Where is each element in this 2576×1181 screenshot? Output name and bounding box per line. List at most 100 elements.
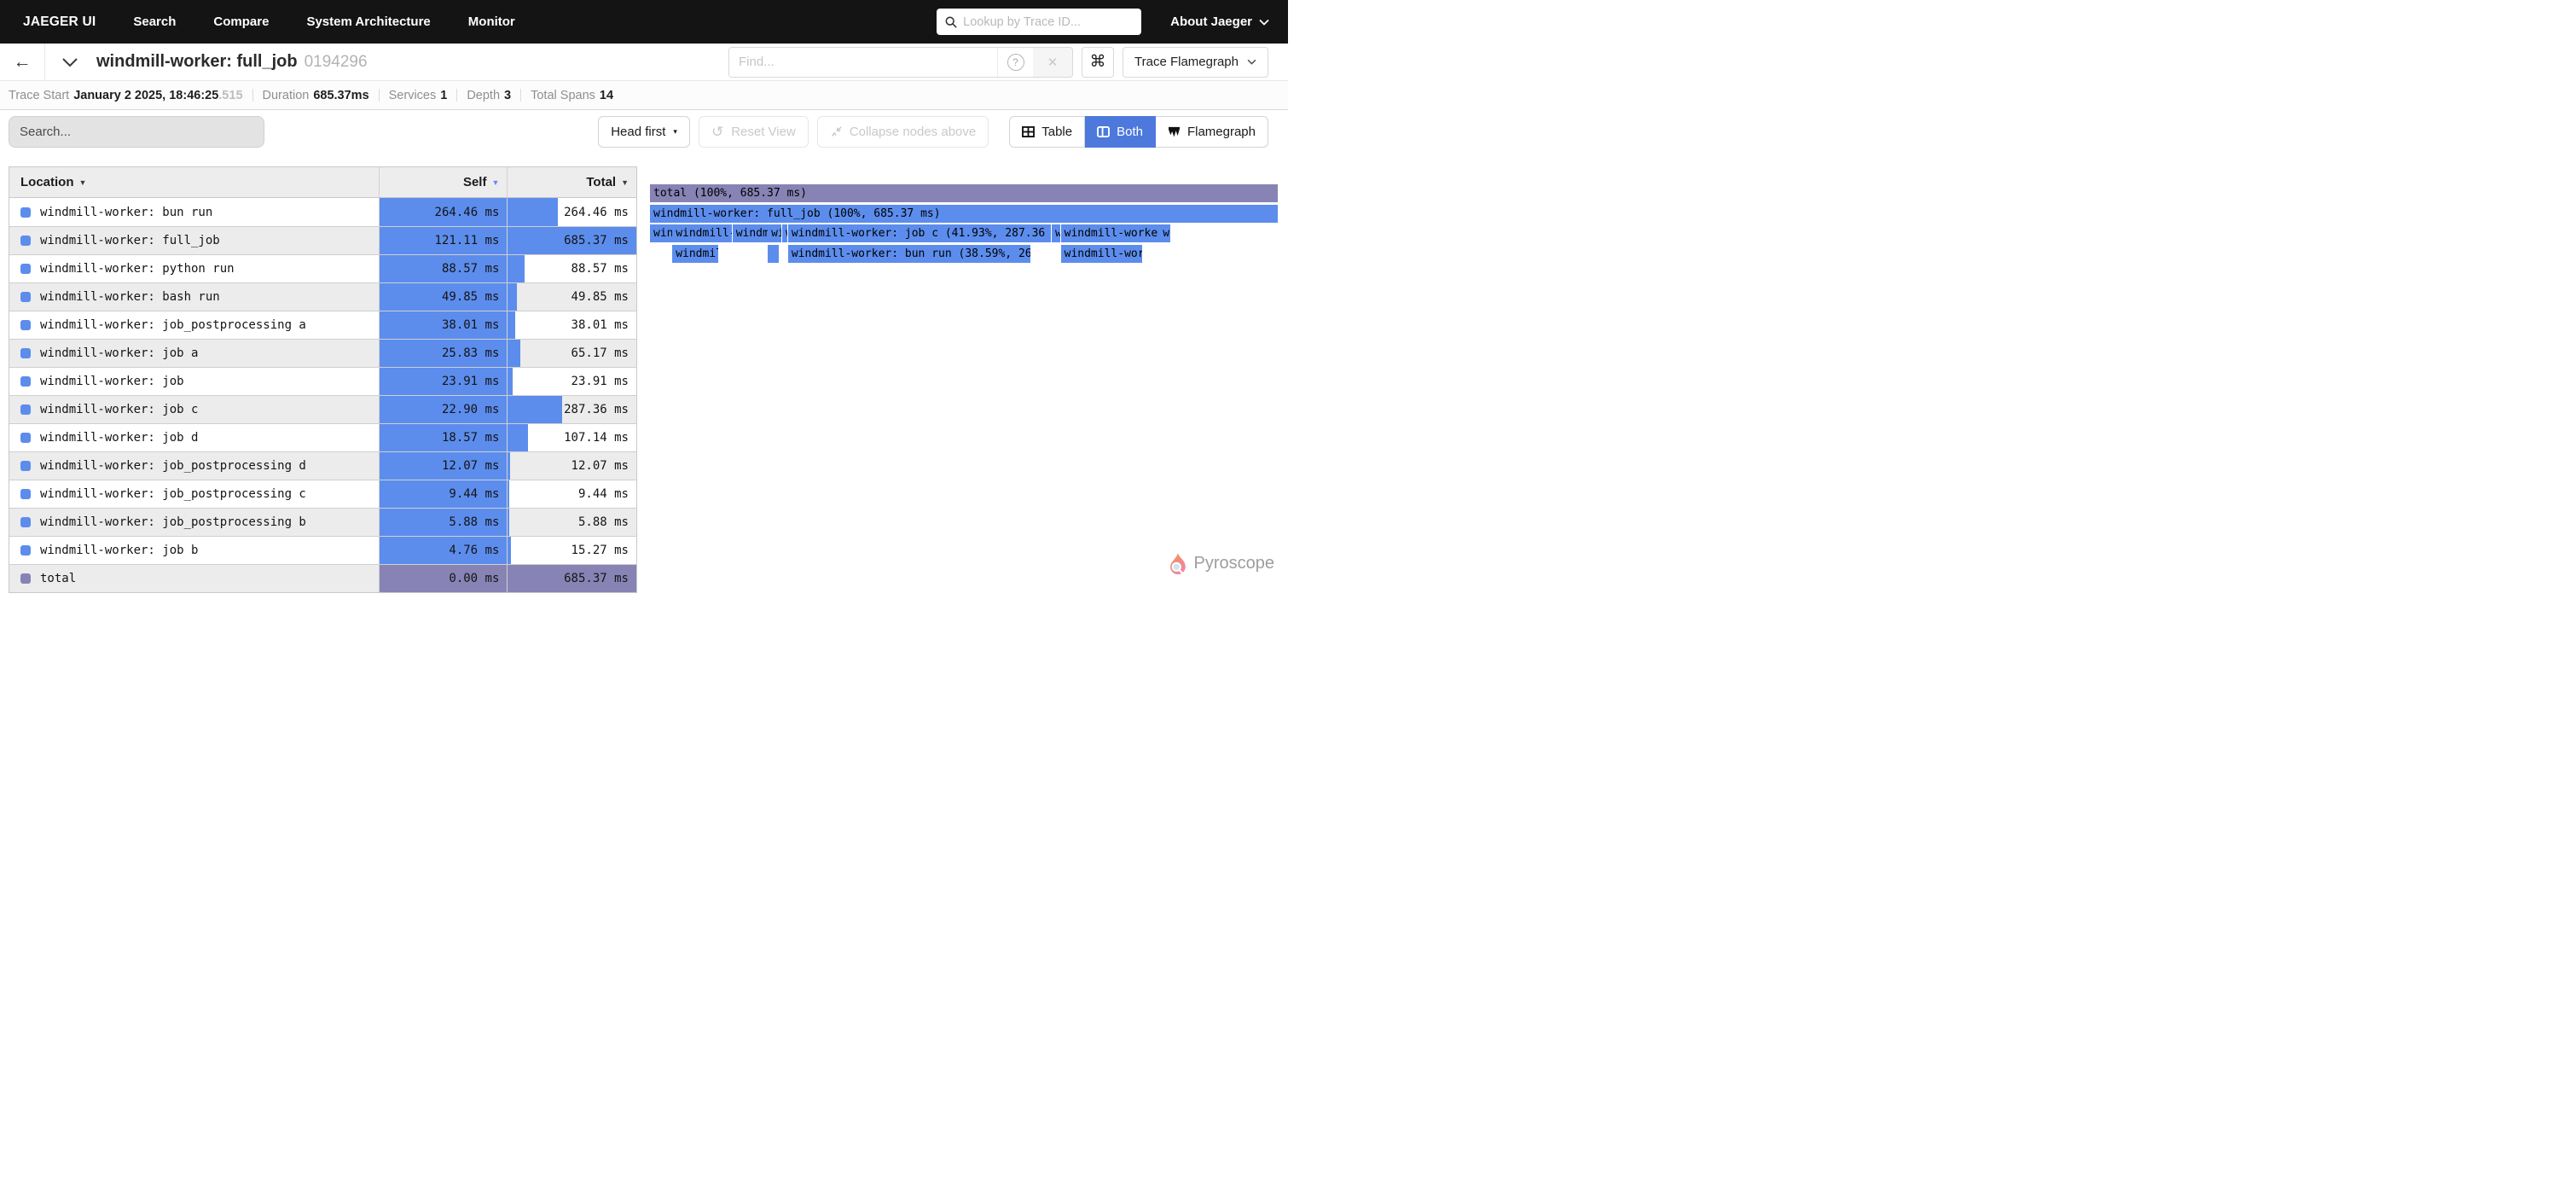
meta-value: 3 [504, 88, 512, 102]
trace-id-lookup[interactable] [937, 9, 1142, 35]
flamegraph-span-block[interactable]: windmill-worker: job_postprocessing a (5… [732, 224, 768, 242]
flamegraph-span-block[interactable]: windmill-worker: bun run (38.59%, 264.46… [787, 244, 1030, 263]
self-cell-bar [379, 396, 508, 423]
pyroscope-watermark[interactable]: Pyroscope [1166, 552, 1274, 575]
flamegraph-span-block[interactable]: total (100%, 685.37 ms) [650, 184, 1278, 202]
table-row[interactable]: total 0.00 ms 685.37 ms [9, 564, 636, 592]
legend-square-icon [20, 433, 31, 443]
table-row[interactable]: windmill-worker: job d 18.57 ms 107.14 ms [9, 423, 636, 451]
flamegraph-span-block[interactable]: windmill-worker: job b (2.23%, 15.27 ms) [768, 224, 782, 242]
nav-item-compare[interactable]: Compare [213, 15, 270, 29]
trace-collapse-chevron-icon[interactable] [61, 57, 78, 67]
self-cell: 5.88 ms [378, 509, 508, 536]
flamegraph-table: Location ▼ Self ▼ Total ▼ windmill-worke… [9, 166, 637, 593]
flamegraph-icon [1168, 126, 1181, 137]
total-cell-bar [508, 283, 518, 311]
total-cell: 38.01 ms [507, 311, 636, 339]
nav-item-search[interactable]: Search [133, 15, 177, 29]
total-cell: 15.27 ms [507, 537, 636, 564]
divider [44, 44, 45, 80]
reset-view-button[interactable]: ↺ Reset View [698, 116, 809, 148]
total-cell: 9.44 ms [507, 480, 636, 508]
divider [252, 89, 253, 102]
back-button[interactable]: ← [13, 51, 32, 72]
about-jaeger-dropdown[interactable]: About Jaeger [1170, 15, 1269, 29]
self-cell-value: 5.88 ms [449, 515, 500, 529]
flamegraph-span-block[interactable]: windmill-worker: job_postprocessing b (0… [782, 224, 788, 242]
table-row[interactable]: windmill-worker: job_postprocessing a 38.… [9, 311, 636, 339]
flamegraph-span-block[interactable] [768, 244, 780, 263]
find-clear-button[interactable]: ✕ [1033, 47, 1072, 77]
find-help-button[interactable]: ? [997, 47, 1033, 77]
view-button-label: Both [1117, 125, 1143, 139]
flamegraph-search-input[interactable] [20, 125, 253, 139]
trace-id-input[interactable] [963, 15, 1134, 29]
view-button-both[interactable]: Both [1085, 116, 1156, 148]
column-header-location[interactable]: Location ▼ [20, 175, 87, 189]
column-header-total[interactable]: Total ▼ [507, 167, 636, 197]
table-row[interactable]: windmill-worker: python run 88.57 ms 88.57… [9, 254, 636, 282]
table-row[interactable]: windmill-worker: job a 25.83 ms 65.17 ms [9, 339, 636, 367]
flamegraph-span-block[interactable]: windmill-worker: job (3.49%, 23.91 ms) [650, 224, 672, 242]
total-cell-bar [508, 311, 515, 339]
location-cell: windmill-worker: job a [9, 340, 379, 367]
divider [520, 89, 522, 102]
legend-square-icon [20, 404, 31, 415]
caret-down-icon: ▾ [673, 127, 677, 136]
flamegraph-span-block[interactable]: windmill-worker: job c (41.93%, 287.36 m… [787, 224, 1052, 242]
nav-item-monitor[interactable]: Monitor [467, 15, 515, 29]
sort-order-dropdown[interactable]: Head first ▾ [598, 116, 690, 148]
location-cell: windmill-worker: python run [9, 255, 379, 282]
table-row[interactable]: windmill-worker: job_postprocessing b 5.8… [9, 508, 636, 536]
meta-value: January 2 2025, 18:46:25 [73, 88, 219, 102]
table-row[interactable]: windmill-worker: bash run 49.85 ms 49.85 m… [9, 282, 636, 311]
flamegraph-span-block[interactable]: windmill-worker: bash run (7.27%, 49.85 … [672, 244, 718, 263]
column-header-self[interactable]: Self ▼ [378, 167, 508, 197]
table-row[interactable]: windmill-worker: job 23.91 ms 23.91 ms [9, 367, 636, 395]
view-button-table[interactable]: Table [1009, 116, 1086, 148]
location-label: windmill-worker: bun run [40, 205, 213, 219]
sort-arrow-icon: ▼ [78, 177, 87, 187]
flamegraph-span-block[interactable]: windmill-worker: job_postprocessing c (1… [1051, 224, 1061, 242]
table-body: windmill-worker: bun run 264.46 ms 264.46 … [9, 198, 636, 592]
location-label: windmill-worker: job a [40, 346, 199, 360]
flamegraph-span-block[interactable]: windmill-worker: job a (9.51%, 65.17 ms) [672, 224, 733, 242]
flamegraph-span-block[interactable]: windmill-worker: full_job (100%, 685.37 … [650, 204, 1278, 223]
table-row[interactable]: windmill-worker: job_postprocessing d 12.… [9, 451, 636, 480]
self-cell-value: 264.46 ms [434, 205, 500, 219]
self-cell-value: 12.07 ms [441, 459, 500, 473]
total-cell-value: 49.85 ms [571, 290, 629, 304]
jaeger-logo[interactable]: JAEGER UI [23, 14, 96, 29]
flamegraph-span-block[interactable]: windmill-worker: job_postprocessing d (1… [1159, 224, 1171, 242]
toolbar-actions: Head first ▾ ↺ Reset View Collapse nodes… [598, 116, 1268, 148]
table-row[interactable]: windmill-worker: job_postprocessing c 9.4… [9, 480, 636, 508]
view-button-flamegraph[interactable]: Flamegraph [1155, 116, 1268, 148]
flamegraph-span-block[interactable]: windmill-worker: python run (12.92%, 88.… [1060, 244, 1142, 263]
total-cell: 65.17 ms [507, 340, 636, 367]
meta-label: Duration [262, 88, 310, 102]
table-row[interactable]: windmill-worker: bun run 264.46 ms 264.46 … [9, 198, 636, 226]
self-cell-value: 121.11 ms [434, 234, 500, 247]
meta-value: 685.37ms [313, 88, 369, 102]
nav-item-system-architecture[interactable]: System Architecture [306, 15, 431, 29]
close-icon: ✕ [1047, 55, 1059, 70]
trace-meta-bar: Trace Start January 2 2025, 18:46:25.515 D… [0, 81, 1288, 110]
table-header: Location ▼ Self ▼ Total ▼ [9, 167, 636, 198]
collapse-nodes-button[interactable]: Collapse nodes above [816, 116, 989, 148]
find-input[interactable] [729, 47, 997, 77]
table-row[interactable]: windmill-worker: job c 22.90 ms 287.36 ms [9, 395, 636, 423]
page-title: windmill-worker: full_job 0194296 [96, 52, 368, 71]
table-row[interactable]: windmill-worker: job b 4.76 ms 15.27 ms [9, 536, 636, 564]
keyboard-shortcuts-button[interactable]: ⌘ [1082, 46, 1114, 78]
total-cell-bar [508, 396, 562, 423]
self-cell: 49.85 ms [378, 283, 508, 311]
meta-label: Total Spans [531, 88, 595, 102]
top-nav: JAEGER UI Search Compare System Architectu… [0, 0, 1288, 44]
table-row[interactable]: windmill-worker: full_job 121.11 ms 685.37… [9, 226, 636, 254]
trace-view-dropdown[interactable]: Trace Flamegraph [1123, 46, 1268, 78]
total-cell-bar [508, 480, 510, 508]
find-group: ? ✕ [728, 46, 1073, 78]
flamegraph-span-block[interactable]: windmill-worker: job d (15.63%, 107.14 m… [1060, 224, 1159, 242]
self-cell: 0.00 ms [378, 565, 508, 592]
flamegraph-search[interactable] [9, 116, 264, 148]
